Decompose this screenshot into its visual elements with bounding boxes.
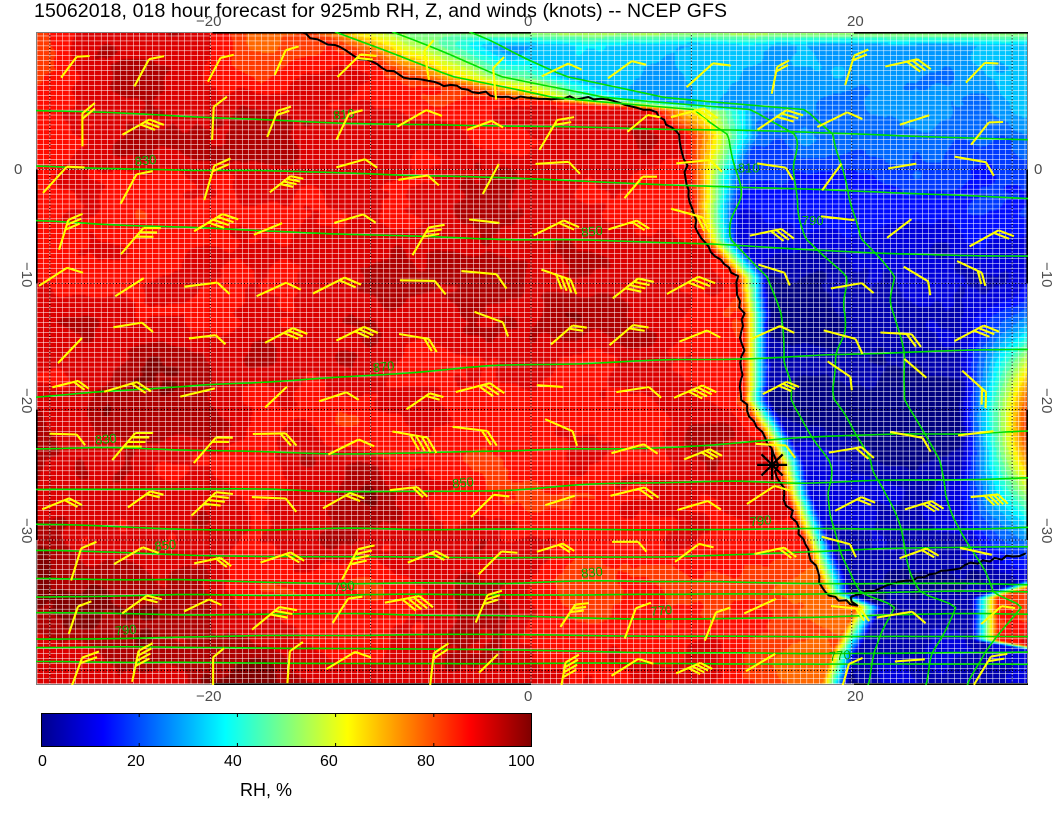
svg-text:850: 850 xyxy=(154,537,177,554)
svg-text:790: 790 xyxy=(332,578,355,595)
svg-text:810: 810 xyxy=(332,106,355,123)
svg-text:810: 810 xyxy=(738,161,760,176)
svg-text:830: 830 xyxy=(580,564,603,581)
svg-text:850: 850 xyxy=(580,223,603,240)
svg-text:870: 870 xyxy=(372,358,395,375)
svg-text:830: 830 xyxy=(94,430,117,447)
svg-text:790: 790 xyxy=(749,512,772,529)
svg-text:790: 790 xyxy=(802,213,824,228)
svg-text:770: 770 xyxy=(828,647,851,664)
svg-text:830: 830 xyxy=(134,152,157,169)
svg-text:790: 790 xyxy=(114,621,137,638)
svg-text:770: 770 xyxy=(650,602,673,619)
svg-text:850: 850 xyxy=(451,474,474,491)
